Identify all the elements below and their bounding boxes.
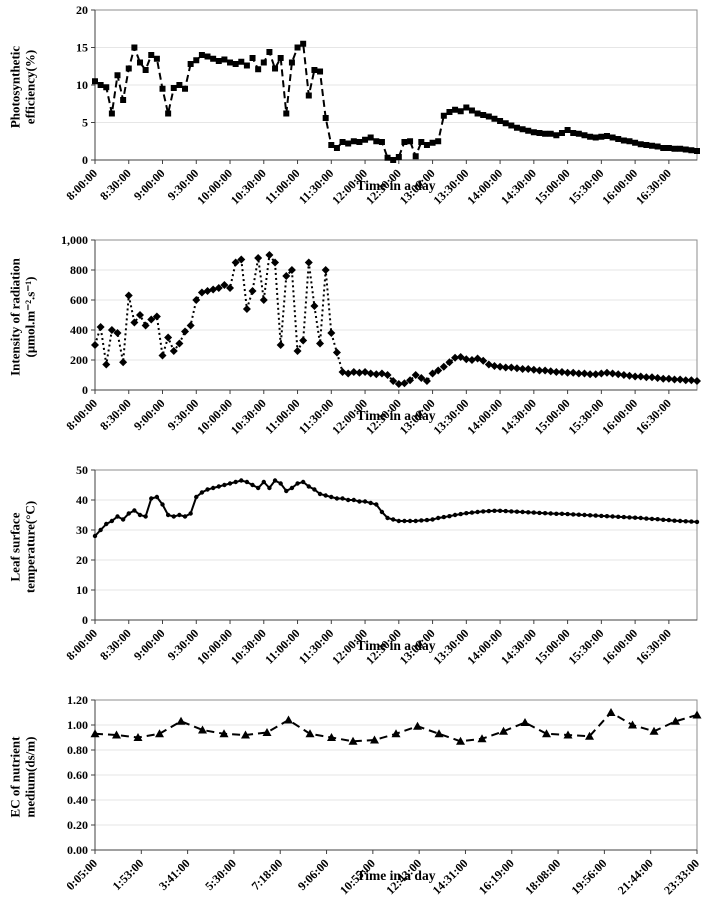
svg-text:15: 15 bbox=[76, 41, 88, 55]
svg-text:40: 40 bbox=[76, 493, 88, 507]
svg-text:10: 10 bbox=[76, 583, 88, 597]
svg-text:50: 50 bbox=[76, 464, 88, 477]
svg-text:0.20: 0.20 bbox=[67, 818, 88, 832]
x-axis-title: Time in a day bbox=[356, 408, 436, 423]
plot-ec-nutrient-medium: 0.000.200.400.600.801.001.200:05:00 1:53:… bbox=[63, 694, 702, 897]
svg-text:0: 0 bbox=[82, 383, 88, 397]
chart-ec-nutrient-medium: EC of nutrient medium(ds/m) 0.00 0.20 0.40… bbox=[0, 694, 706, 897]
figure-panel: Photosynthetic efficiency(%) 0 5 10 15 20 8:0… bbox=[0, 4, 706, 897]
svg-text:20: 20 bbox=[76, 4, 88, 17]
x-axis-title: Time in a day bbox=[356, 638, 436, 653]
svg-text:400: 400 bbox=[70, 323, 88, 337]
plot-photosynthetic-efficiency: 051015208:00:008:30:009:00:009:30:0010:0… bbox=[63, 4, 700, 207]
svg-text:0: 0 bbox=[82, 153, 88, 167]
svg-text:0.60: 0.60 bbox=[67, 768, 88, 782]
x-axis-title: Time in a day bbox=[356, 868, 436, 883]
svg-text:1.00: 1.00 bbox=[67, 718, 88, 732]
svg-text:600: 600 bbox=[70, 293, 88, 307]
svg-text:1,000: 1,000 bbox=[61, 234, 88, 247]
svg-text:0.00: 0.00 bbox=[67, 843, 88, 857]
x-axis-title: Time in a day bbox=[356, 178, 436, 193]
svg-text:30: 30 bbox=[76, 523, 88, 537]
svg-text:800: 800 bbox=[70, 263, 88, 277]
svg-text:0: 0 bbox=[82, 613, 88, 627]
chart-photosynthetic-efficiency: Photosynthetic efficiency(%) 0 5 10 15 20 8:0… bbox=[0, 4, 706, 207]
svg-text:200: 200 bbox=[70, 353, 88, 367]
chart-leaf-surface-temperature: Leaf surface temperature(°C) 0 10 20 30 40 50… bbox=[0, 464, 706, 667]
plot-leaf-surface-temperature: 010203040508:00:008:30:009:00:009:30:001… bbox=[63, 464, 700, 667]
svg-text:0.40: 0.40 bbox=[67, 793, 88, 807]
svg-text:10: 10 bbox=[76, 78, 88, 92]
plot-radiation-intensity: 02004006008001,0008:00:008:30:009:00:009… bbox=[61, 234, 701, 437]
svg-text:20: 20 bbox=[76, 553, 88, 567]
svg-text:0.80: 0.80 bbox=[67, 743, 88, 757]
svg-text:1.20: 1.20 bbox=[67, 694, 88, 707]
svg-text:5: 5 bbox=[82, 116, 88, 130]
